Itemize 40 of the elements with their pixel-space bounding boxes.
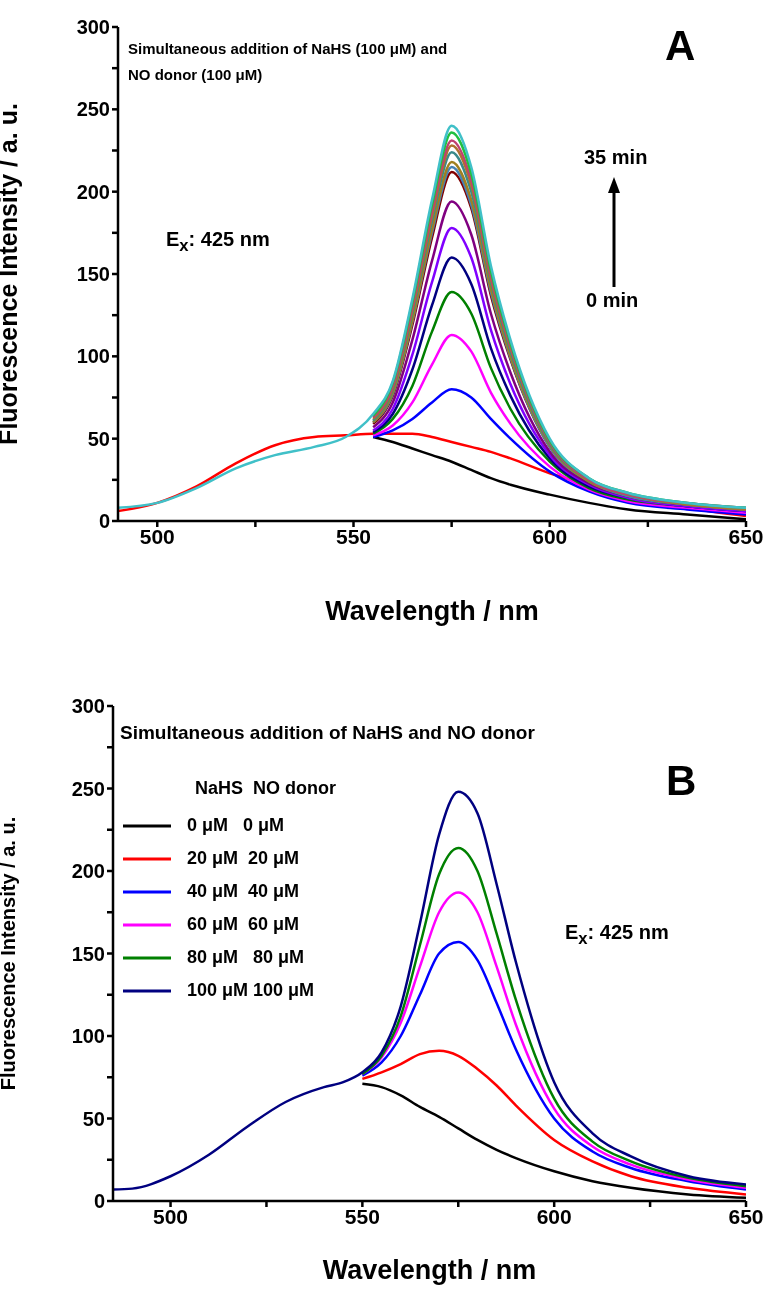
x-axis-title: Wavelength / nm [325, 596, 539, 626]
x-tick-label: 600 [532, 524, 568, 548]
y-tick-label: 50 [82, 1107, 105, 1130]
y-tick-label: 150 [76, 263, 110, 286]
y-tick-label: 150 [71, 942, 105, 965]
annotation: 0 min [586, 289, 639, 312]
annotation: 35 min [584, 146, 648, 169]
y-tick-label: 200 [71, 860, 105, 883]
legend-label: 20 μM 20 μM [187, 848, 301, 869]
y-tick-label: 250 [76, 98, 110, 121]
x-tick-label: 500 [153, 1204, 189, 1228]
annotation: E$_{x}$: 425 nm [166, 228, 270, 256]
x-axis-title: Wavelength / nm [322, 1255, 537, 1285]
y-tick-label: 200 [76, 180, 110, 203]
y-tick-label: 0 [93, 1190, 105, 1213]
y-tick-label: 100 [71, 1025, 105, 1048]
y-tick-label: 300 [76, 16, 110, 39]
annotation: A [665, 22, 696, 70]
x-tick-label: 650 [728, 1204, 764, 1228]
legend-label: 60 μM 60 μM [187, 914, 301, 935]
y-tick-label: 0 [98, 510, 110, 533]
annotation: E$_{x}$: 425 nm [565, 921, 669, 949]
y-tick-label: 300 [71, 695, 105, 718]
x-tick-label: 650 [728, 524, 764, 548]
annotation: B [666, 757, 697, 805]
y-axis-title: Fluorescence Intensity / a. u. [0, 816, 20, 1091]
legend-label: 100 μM 100 μM [187, 980, 316, 1001]
x-tick-label: 550 [344, 1204, 380, 1228]
y-tick-label: 100 [76, 345, 110, 368]
legend-title: NaHS NO donor [195, 778, 337, 799]
y-tick-label: 250 [71, 777, 105, 800]
x-tick-label: 500 [139, 524, 175, 548]
y-tick-label: 50 [87, 427, 110, 450]
legend-label: 0 μM 0 μM [187, 815, 286, 836]
legend-label: 40 μM 40 μM [187, 881, 301, 902]
legend-label: 80 μM 80 μM [187, 947, 306, 968]
x-tick-label: 600 [536, 1204, 572, 1228]
text: Simultaneous addition of NaHS and NO donor [120, 721, 536, 745]
x-tick-label: 550 [335, 524, 372, 548]
text: Simultaneous addition of NaHS (100 μM) and NO donor (100 μM) [128, 39, 449, 85]
